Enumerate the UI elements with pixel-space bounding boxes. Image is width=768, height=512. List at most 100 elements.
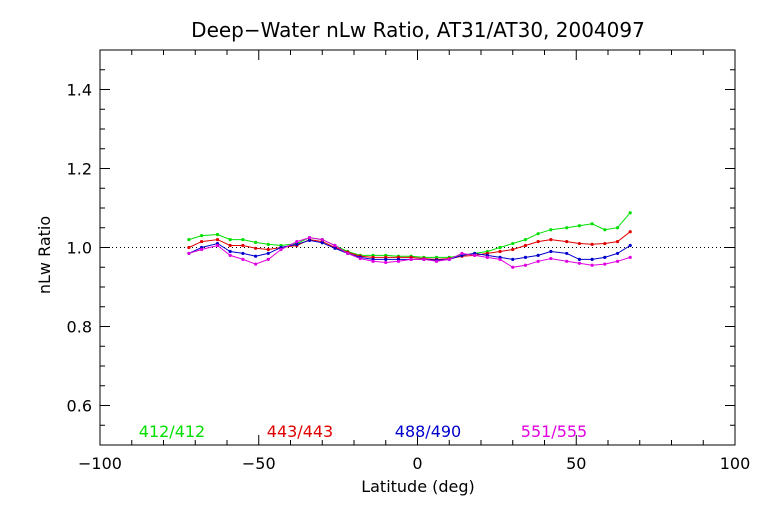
data-point [266,242,270,246]
data-point [228,253,232,257]
data-point [266,257,270,261]
data-point [447,257,451,261]
data-point [565,226,569,230]
data-point [241,243,245,248]
data-point [200,247,204,252]
data-point [384,260,388,265]
data-point [511,241,515,246]
data-point [473,253,477,257]
data-point [346,251,350,256]
axes: −100 −50 0 50 100 0.6 0.8 1.0 1.2 1.4 [67,49,751,473]
series-layer [187,211,632,269]
data-point [266,247,270,252]
data-point [200,234,204,238]
data-point [603,228,607,232]
data-point [241,251,245,256]
data-point [615,239,620,244]
data-point [307,236,312,240]
data-point [228,243,232,248]
data-point [577,224,582,228]
data-point [549,238,553,242]
data-point [577,241,582,246]
data-point [307,238,312,242]
data-point [253,240,258,244]
data-point [536,239,540,244]
data-point [409,257,413,261]
data-point [228,238,232,242]
data-point [590,263,594,267]
x-tick-label: −50 [242,454,276,473]
data-point [523,238,528,242]
data-point [295,242,299,246]
data-point [460,251,464,256]
legend-entry: 443/443 [267,422,333,441]
data-point [536,259,540,263]
legend-entry: 412/412 [139,422,205,441]
data-point [565,239,569,244]
data-point [320,238,324,242]
data-point [215,238,220,242]
data-point [628,230,632,234]
data-point [396,259,401,263]
data-point [523,243,528,248]
data-point [549,249,553,254]
data-point [603,255,607,259]
plot-frame [99,49,736,446]
y-tick-label: 1.0 [67,239,92,258]
data-point [536,253,540,257]
data-point [577,257,582,261]
y-tick-label: 1.4 [67,81,92,100]
data-point [628,243,632,248]
chart-title: Deep−Water nLw Ratio, AT31/AT30, 2004097 [191,18,645,42]
data-point [384,257,388,261]
data-point [333,243,337,248]
data-point [511,265,515,269]
data-point [603,241,607,246]
x-tick-label: 100 [720,454,751,473]
data-point [187,238,191,242]
data-point [371,259,375,263]
data-point [549,228,553,232]
data-point [628,255,632,259]
series-line [188,212,631,258]
x-tick-label: 0 [412,454,422,473]
data-point [485,255,489,259]
data-point [523,255,528,259]
data-point [498,245,502,250]
data-point [498,257,502,261]
data-point [565,259,569,263]
data-point [590,257,594,261]
data-point [200,239,204,244]
data-point [187,251,191,256]
y-tick-label: 0.8 [67,318,92,337]
legend: 412/412 443/443 488/490 551/555 [139,422,587,441]
data-point [511,257,515,261]
data-point [498,249,502,254]
data-point [536,232,540,236]
y-tick-label: 0.6 [67,397,92,416]
data-point [628,211,632,215]
data-point [241,238,245,242]
data-point [615,226,620,230]
data-point [279,247,283,252]
x-tick-label: −100 [78,454,122,473]
data-point [358,256,362,261]
data-point [590,222,594,226]
data-point [228,249,232,254]
data-point [603,262,607,266]
data-point [241,257,245,261]
data-point [422,257,426,261]
data-point [333,246,337,250]
data-point [253,254,258,258]
data-point [187,245,191,250]
legend-entry: 488/490 [395,422,461,441]
data-point [215,243,220,248]
data-point [577,261,582,265]
data-point [320,241,324,245]
data-point [590,242,594,246]
data-point [295,239,299,244]
data-point [511,247,515,252]
data-point [615,259,620,263]
data-point [266,251,270,256]
